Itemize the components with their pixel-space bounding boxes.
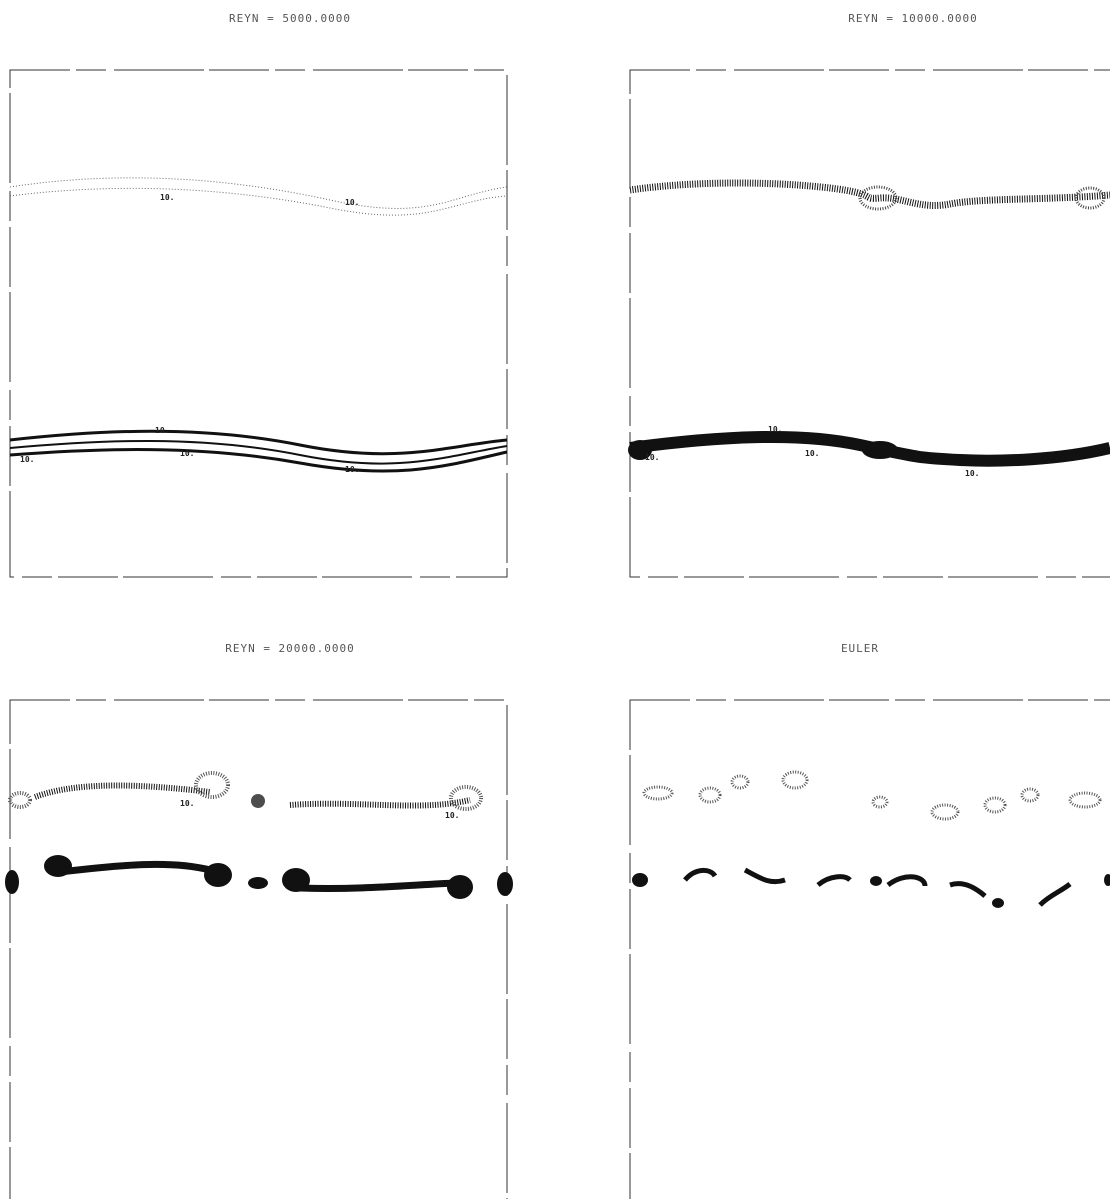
panel-frame xyxy=(9,699,508,1199)
shear-layer xyxy=(5,855,513,899)
panel-title: REYN = 10000.0000 xyxy=(848,12,978,25)
contour-label: 10. xyxy=(20,455,34,464)
contour-label: 10. xyxy=(768,425,782,434)
contour-label: 10. xyxy=(155,426,169,435)
vortex-row xyxy=(642,770,1102,821)
vortex-row xyxy=(632,867,1110,908)
shear-layer xyxy=(9,177,508,216)
panel-frame xyxy=(9,69,508,578)
contour-label: 10. xyxy=(345,198,359,207)
shear-layer xyxy=(628,430,1110,467)
contour-label: 10. xyxy=(645,453,659,462)
contour-label: 10. xyxy=(180,449,194,458)
contour-label: 10. xyxy=(160,193,174,202)
contour-label: 10. xyxy=(965,469,979,478)
shear-layer xyxy=(629,179,1110,211)
contour-label: 10. xyxy=(805,449,819,458)
panel-title: REYN = 5000.0000 xyxy=(229,12,351,25)
contour-label: 10. xyxy=(180,799,194,808)
panel-frame xyxy=(629,69,1110,578)
contour-label: 10. xyxy=(445,811,459,820)
shear-layer xyxy=(8,771,483,811)
shear-layer xyxy=(9,429,508,473)
panel-title: EULER xyxy=(841,642,879,655)
contour-label: 10. xyxy=(345,465,359,474)
panel-frame xyxy=(629,699,1110,1199)
panel-title: REYN = 20000.0000 xyxy=(225,642,355,655)
